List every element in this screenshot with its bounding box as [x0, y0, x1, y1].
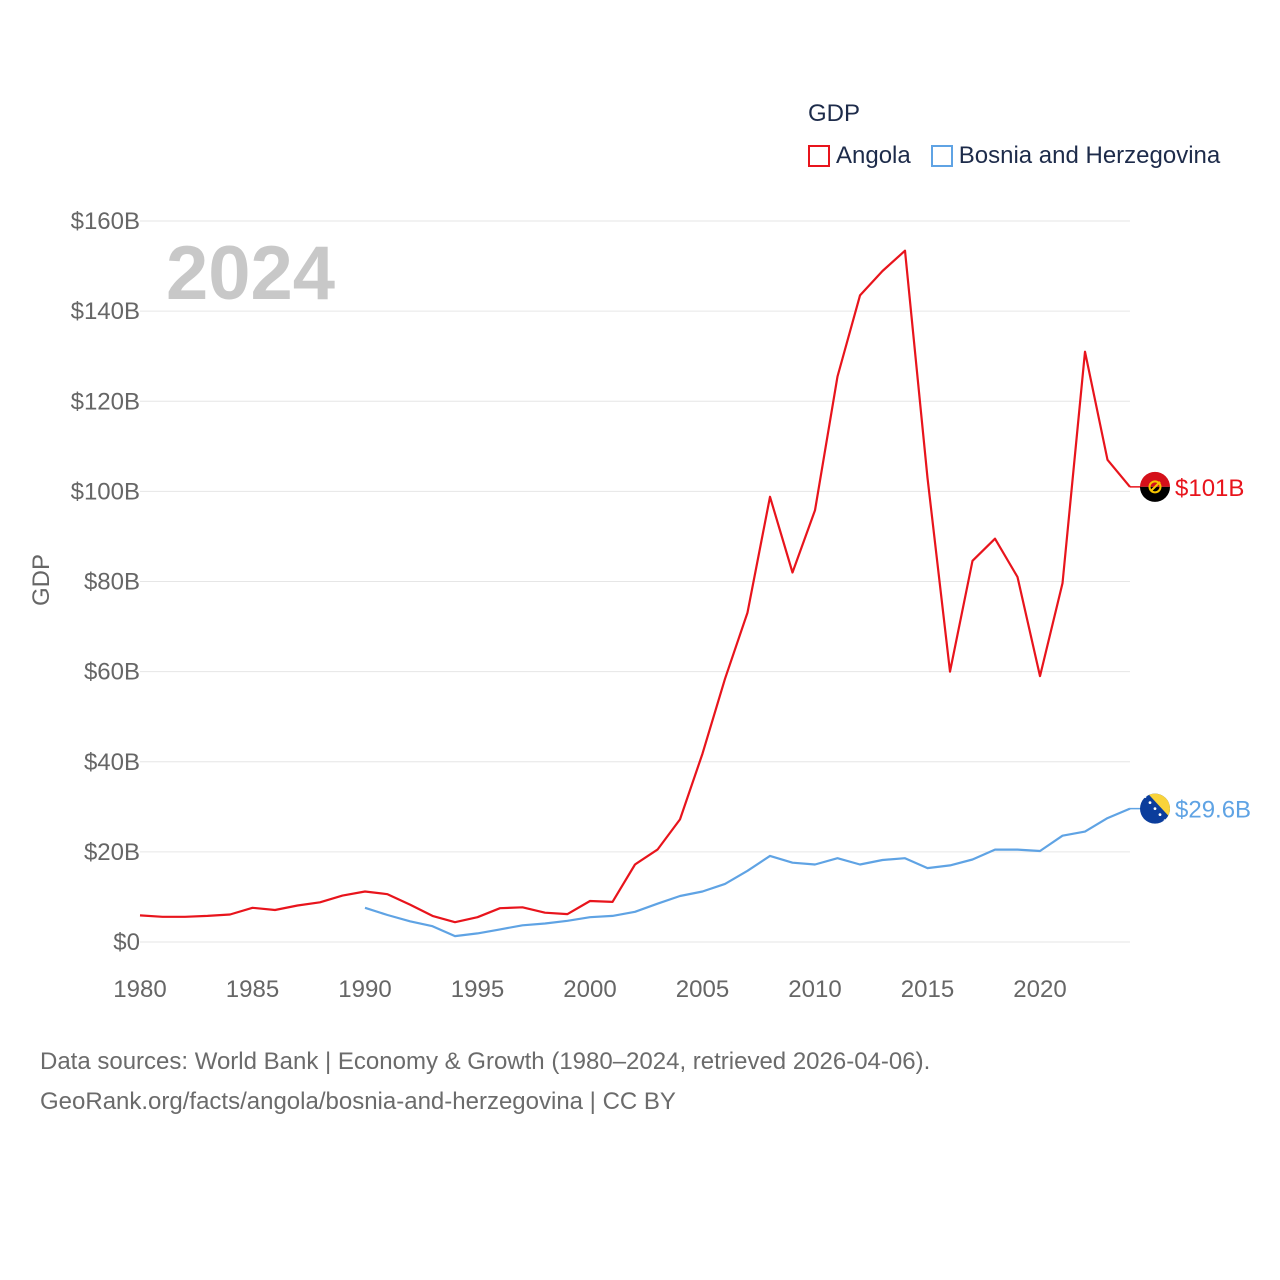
- x-tick-label: 1990: [338, 976, 391, 1003]
- end-value-label: $29.6B: [1175, 797, 1251, 824]
- y-tick-label: $60B: [84, 659, 140, 686]
- legend: Angola Bosnia and Herzegovina: [808, 142, 1240, 170]
- y-tick-label: $140B: [71, 298, 140, 325]
- legend-label-bosnia: Bosnia and Herzegovina: [958, 142, 1221, 169]
- series-line-angola: [139, 249, 1131, 924]
- y-tick-label: $160B: [71, 208, 140, 235]
- y-tick-label: $20B: [84, 839, 140, 866]
- x-tick-label: 1980: [113, 976, 166, 1003]
- end-value-label: $101B: [1175, 475, 1244, 502]
- legend-item-angola[interactable]: Angola: [808, 142, 911, 170]
- y-tick-label: $40B: [84, 749, 140, 776]
- y-tick-label: $100B: [71, 478, 140, 505]
- legend-item-bosnia[interactable]: Bosnia and Herzegovina: [930, 142, 1221, 170]
- y-tick-label: $0: [113, 929, 140, 956]
- x-tick-label: 2020: [1013, 976, 1066, 1003]
- angola-flag-icon: [1140, 471, 1170, 502]
- legend-title: GDP: [808, 100, 861, 127]
- source-note: Data sources: World Bank | Economy & Gro…: [40, 1042, 930, 1122]
- y-axis-label: GDP: [28, 553, 55, 607]
- x-tick-label: 2000: [563, 976, 616, 1003]
- y-tick-label: $120B: [71, 388, 140, 415]
- y-tick-label: $80B: [84, 569, 140, 596]
- source-line-1: Data sources: World Bank | Economy & Gro…: [40, 1048, 931, 1075]
- year-overlay: 2024: [166, 231, 336, 316]
- legend-swatch-bosnia: [930, 145, 953, 167]
- series-line-bosnia: [364, 807, 1131, 938]
- source-line-2[interactable]: GeoRank.org/facts/angola/bosnia-and-herz…: [40, 1088, 676, 1115]
- x-tick-label: 2010: [788, 976, 841, 1003]
- x-tick-label: 1995: [451, 976, 504, 1003]
- x-tick-label: 1985: [226, 976, 279, 1003]
- x-tick-label: 2015: [901, 976, 954, 1003]
- bosnia-flag-icon: [1140, 793, 1170, 824]
- x-tick-label: 2005: [676, 976, 729, 1003]
- legend-swatch-angola: [808, 145, 830, 167]
- legend-label-angola: Angola: [836, 142, 911, 169]
